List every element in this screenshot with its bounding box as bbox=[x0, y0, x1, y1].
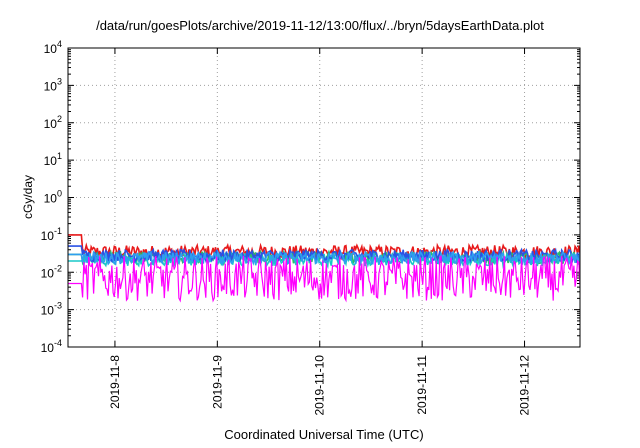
y-tick-label: 103 bbox=[44, 76, 62, 93]
x-axis-label: Coordinated Universal Time (UTC) bbox=[224, 427, 424, 442]
series-group bbox=[68, 234, 580, 303]
x-tick-label: 2019-11-11 bbox=[415, 355, 429, 415]
y-tick-label: 102 bbox=[44, 114, 62, 131]
series-line-5 bbox=[68, 249, 580, 267]
y-tick-label: 10-4 bbox=[41, 338, 62, 355]
x-tick-label: 2019-11-9 bbox=[210, 355, 224, 409]
x-tick-label: 2019-11-10 bbox=[313, 355, 327, 416]
y-tick-label: 10-1 bbox=[41, 226, 62, 243]
series-line-3 bbox=[68, 249, 580, 270]
y-tick-label: 104 bbox=[44, 39, 62, 56]
chart-title: /data/run/goesPlots/archive/2019-11-12/1… bbox=[96, 18, 544, 33]
y-axis-label: cGy/day bbox=[21, 175, 35, 220]
plot-frame bbox=[67, 47, 581, 348]
y-tick-label: 101 bbox=[44, 151, 62, 168]
y-tick-label: 10-2 bbox=[41, 263, 62, 280]
y-tick-label: 10-3 bbox=[41, 301, 62, 318]
x-tick-label: 2019-11-12 bbox=[518, 355, 532, 416]
x-tick-label: 2019-11-8 bbox=[108, 355, 122, 409]
series-line-6 bbox=[68, 254, 580, 303]
y-tick-label: 100 bbox=[44, 189, 62, 206]
